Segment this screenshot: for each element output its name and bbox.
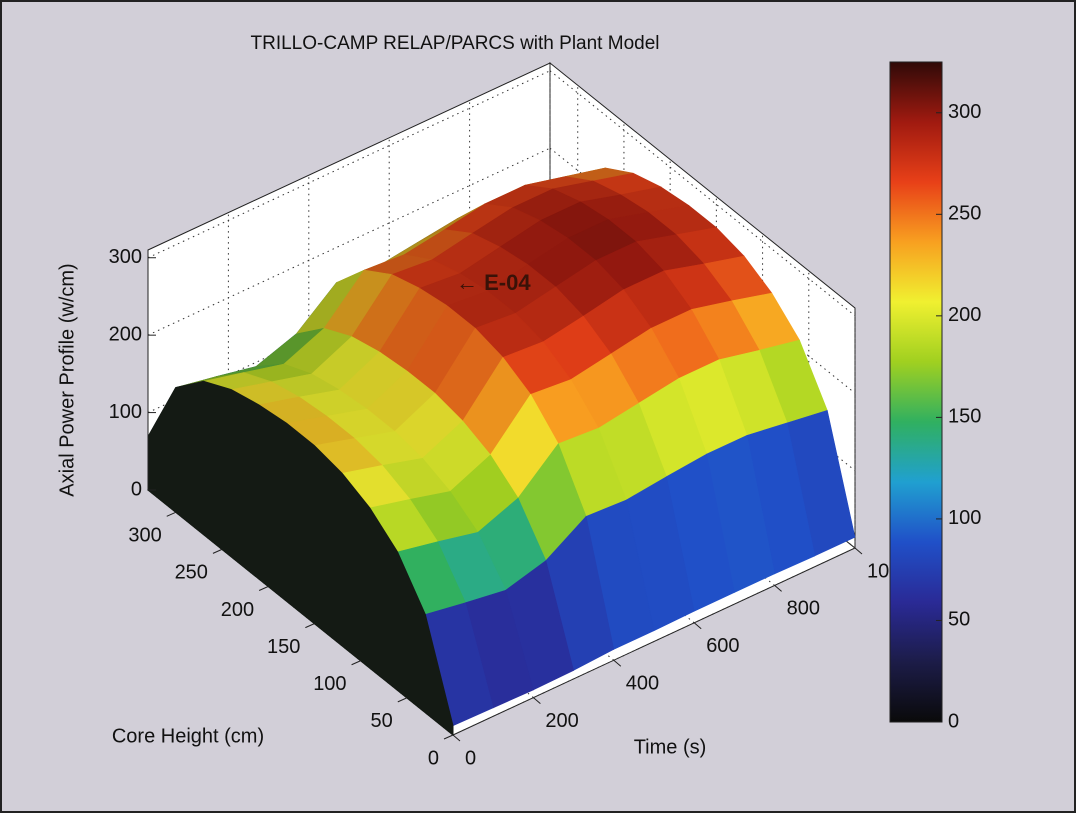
x-axis-label: Time (s) — [634, 736, 707, 758]
x-tick-label: 600 — [706, 635, 739, 657]
y-tick-label: 150 — [267, 636, 300, 658]
x-tick — [452, 734, 461, 742]
x-tick-label: 200 — [545, 710, 578, 732]
colorbar-tick-label: 50 — [948, 609, 970, 631]
surface-edge — [147, 380, 454, 737]
z-tick-label: 200 — [109, 323, 142, 345]
y-tick — [443, 734, 454, 740]
y-axis-label: Core Height (cm) — [112, 725, 264, 747]
x-tick — [533, 697, 541, 704]
x-tick — [613, 659, 622, 667]
colorbar-tick-label: 100 — [948, 507, 981, 529]
z-tick-label: 100 — [109, 401, 142, 423]
annotation: ← E-04 — [456, 270, 531, 295]
colorbar-tick-label: 200 — [948, 304, 981, 326]
z-tick-label: 0 — [131, 478, 142, 500]
colorbar-tick-label: 300 — [948, 101, 981, 123]
colorbar-tick-label: 250 — [948, 203, 981, 225]
y-tick — [305, 623, 315, 629]
x-tick — [854, 547, 863, 555]
chart-title: TRILLO-CAMP RELAP/PARCS with Plant Model — [251, 33, 660, 54]
y-tick-label: 200 — [221, 599, 254, 621]
x-tick-label: 0 — [465, 747, 476, 769]
colorbar: 0 50 100 150 200 250 300 — [889, 61, 981, 732]
ticks: 0 100 200 300 0 50 100 150 200 250 300 0 200 400 600 80… — [109, 246, 912, 769]
grid-line — [452, 547, 856, 736]
x-tick-label: 800 — [787, 598, 820, 620]
z-axis-label: Axial Power Profile (w/cm) — [56, 263, 78, 496]
y-tick — [212, 548, 223, 554]
colorbar-tick-label: 0 — [948, 710, 959, 732]
y-tick — [166, 511, 176, 517]
x-tick — [693, 622, 702, 630]
y-tick-label: 50 — [371, 710, 393, 732]
y-tick-label: 250 — [175, 562, 208, 584]
y-tick-label: 100 — [313, 673, 346, 695]
x-tick — [774, 585, 782, 592]
y-tick — [258, 586, 269, 591]
y-tick-label: 300 — [128, 525, 161, 547]
colorbar-tick-label: 150 — [948, 406, 981, 428]
grid-line — [147, 147, 551, 336]
z-tick-label: 300 — [109, 246, 142, 268]
y-tick-label: 0 — [428, 747, 439, 769]
x-tick-label: 400 — [626, 672, 659, 694]
colorbar-bar — [889, 61, 943, 723]
grid-line — [147, 70, 551, 259]
y-tick — [351, 660, 361, 666]
y-tick — [397, 697, 407, 703]
surface — [147, 167, 856, 737]
